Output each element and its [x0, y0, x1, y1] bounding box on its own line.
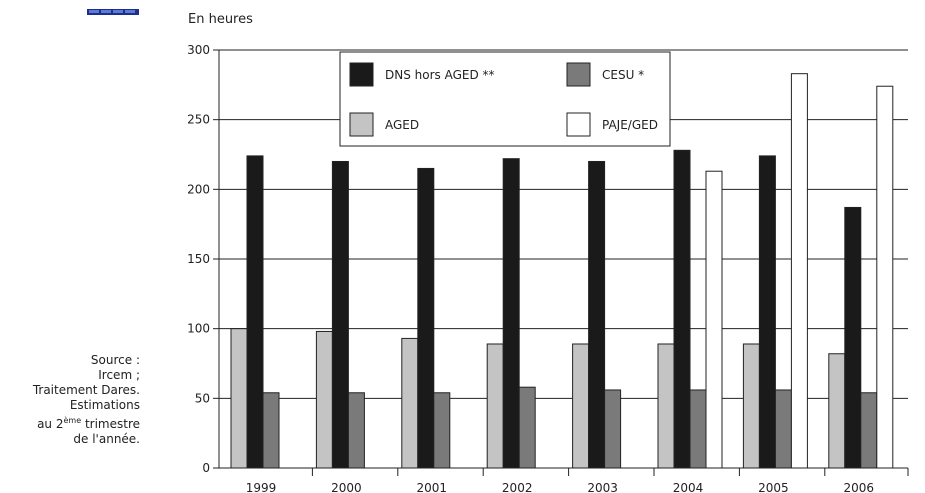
legend-label: AGED — [385, 118, 419, 132]
x-tick-label: 2006 — [844, 481, 875, 493]
legend-label: CESU * — [602, 68, 644, 82]
source-line-sup: ème — [63, 416, 82, 425]
bar — [876, 85, 894, 469]
bar — [331, 160, 349, 469]
dares-logo — [87, 0, 139, 19]
bar — [844, 206, 862, 469]
bar — [347, 392, 365, 469]
bar — [486, 343, 504, 469]
source-line: de l'année. — [73, 432, 140, 446]
bar — [246, 155, 264, 469]
legend-label: PAJE/GED — [602, 118, 658, 132]
y-tick-label: 150 — [187, 252, 210, 266]
bar — [518, 386, 536, 469]
bar — [673, 149, 691, 469]
bar — [657, 343, 675, 469]
bar — [705, 170, 723, 469]
source-line-prefix: au 2 — [37, 417, 64, 431]
legend-swatch — [566, 62, 591, 87]
bar — [401, 337, 419, 469]
bar — [774, 389, 792, 469]
y-axis-unit-label: En heures — [188, 12, 253, 27]
source-line: Source : — [90, 353, 140, 367]
bar — [790, 73, 808, 469]
bar — [860, 392, 878, 469]
bar — [433, 392, 451, 469]
bar — [588, 160, 606, 469]
legend-label: DNS hors AGED ** — [385, 68, 495, 82]
source-line: Estimations — [69, 398, 140, 412]
legend-swatch — [349, 62, 374, 87]
bar — [417, 167, 435, 469]
x-tick-label: 1999 — [246, 481, 277, 493]
bar — [262, 392, 280, 469]
bar — [315, 330, 333, 469]
legend-swatch — [566, 112, 591, 137]
x-tick-label: 2002 — [502, 481, 533, 493]
y-tick-label: 250 — [187, 113, 210, 127]
bar — [572, 343, 590, 469]
x-tick-label: 2004 — [673, 481, 704, 493]
bar — [742, 343, 760, 469]
y-tick-label: 0 — [202, 461, 210, 475]
source-note: Source : Ircem ; Traitement Dares. Estim… — [0, 353, 140, 447]
x-tick-label: 2005 — [758, 481, 789, 493]
bar — [604, 389, 622, 469]
bar — [828, 353, 846, 469]
bar — [689, 389, 707, 469]
source-line: Ircem ; — [98, 368, 140, 382]
source-line-suffix: trimestre — [81, 417, 140, 431]
source-line: Traitement Dares. — [32, 383, 140, 397]
legend-swatch — [349, 112, 374, 137]
y-tick-label: 100 — [187, 322, 210, 336]
legend-box — [339, 51, 671, 147]
x-tick-label: 2000 — [331, 481, 362, 493]
source-line: au 2ème trimestre — [0, 413, 140, 432]
x-tick-label: 2001 — [417, 481, 448, 493]
bar — [230, 328, 248, 469]
bar — [758, 155, 776, 469]
y-tick-label: 200 — [187, 182, 210, 196]
x-tick-label: 2003 — [587, 481, 618, 493]
bar — [502, 158, 520, 469]
y-tick-label: 50 — [195, 391, 210, 405]
y-tick-label: 300 — [187, 43, 210, 57]
